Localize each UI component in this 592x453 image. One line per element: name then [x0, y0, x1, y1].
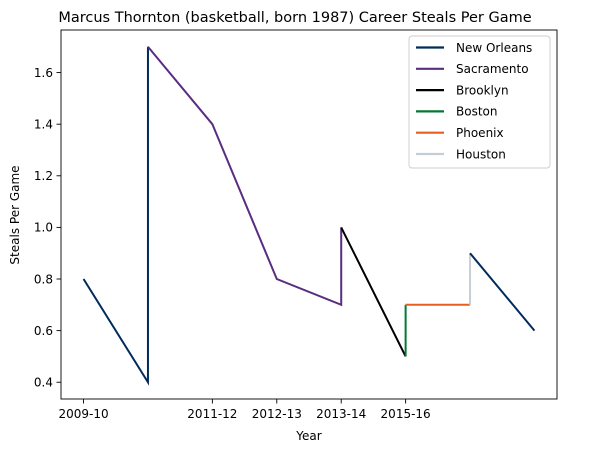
legend-label: New Orleans: [456, 41, 532, 55]
plot-area: [60, 29, 558, 400]
x-tick-label: 2012-13: [252, 407, 302, 421]
series-line-6: [469, 252, 536, 332]
legend: New Orleans Sacramento Brooklyn Boston Phoen…: [408, 35, 551, 169]
y-tick-label: 0.6: [34, 324, 53, 338]
x-axis-label: Year: [295, 429, 321, 443]
y-axis-label: Steals Per Game: [8, 165, 22, 264]
series-line-0: [82, 46, 149, 386]
y-axis: 0.4 0.6 0.8 1.0 1.2 1.4 1.6: [34, 66, 61, 390]
legend-label: Brooklyn: [456, 83, 509, 97]
series-line-2: [340, 226, 407, 357]
legend-frame: [408, 35, 551, 169]
series-layer: [82, 46, 536, 386]
legend-label: Sacramento: [456, 62, 529, 76]
legend-label: Phoenix: [456, 126, 504, 140]
x-axis: 2009-10 2011-12 2012-13 2013-14 2015-16: [58, 399, 431, 421]
chart-title: Marcus Thornton (basketball, born 1987) …: [58, 10, 531, 26]
y-tick-label: 1.4: [34, 117, 53, 131]
x-tick-label: 2009-10: [58, 407, 108, 421]
series-line-1: [147, 46, 343, 307]
y-tick-label: 1.6: [34, 66, 53, 80]
y-tick-label: 0.4: [34, 376, 53, 390]
y-tick-label: 1.2: [34, 169, 53, 183]
y-tick-label: 0.8: [34, 272, 53, 286]
legend-label: Houston: [456, 147, 506, 161]
x-tick-label: 2013-14: [316, 407, 366, 421]
x-tick-label: 2015-16: [381, 407, 431, 421]
x-tick-label: 2011-12: [187, 407, 237, 421]
legend-label: Boston: [456, 105, 497, 119]
y-tick-label: 1.0: [34, 221, 53, 235]
